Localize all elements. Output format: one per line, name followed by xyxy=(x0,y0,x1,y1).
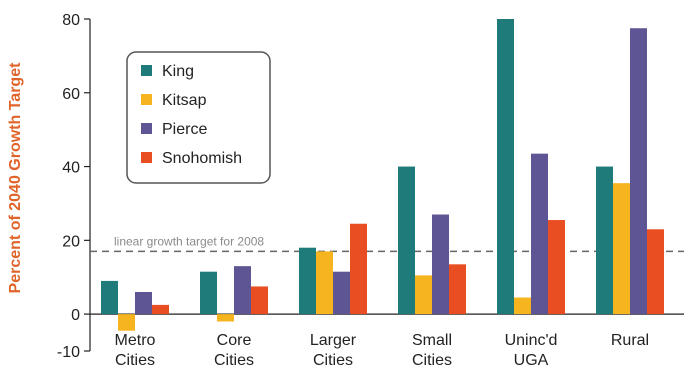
legend-label-kitsap: Kitsap xyxy=(162,92,207,109)
legend-swatch-kitsap xyxy=(141,94,152,105)
x-category-label: Cities xyxy=(214,352,254,369)
x-category-label: Small xyxy=(412,332,452,349)
bar-snohomish-5 xyxy=(647,229,664,315)
legend-label-snohomish: Snohomish xyxy=(162,150,242,167)
bar-king-0 xyxy=(101,280,118,315)
x-category-label: Rural xyxy=(611,332,649,349)
y-tick-label: 40 xyxy=(62,160,80,177)
reference-line-label: linear growth target for 2008 xyxy=(114,234,264,248)
legend: King Kitsap Pierce Snohomish xyxy=(126,51,271,184)
bar-kitsap-1 xyxy=(217,314,234,322)
bar-snohomish-0 xyxy=(152,304,169,315)
x-category-label: Uninc'd xyxy=(505,332,558,349)
bar-pierce-0 xyxy=(135,291,152,315)
legend-label-king: King xyxy=(162,63,194,80)
bar-pierce-2 xyxy=(333,271,350,315)
x-category-label: Larger xyxy=(310,332,357,349)
legend-swatch-snohomish xyxy=(141,152,152,163)
bar-pierce-1 xyxy=(234,266,251,315)
bar-snohomish-1 xyxy=(251,286,268,315)
legend-swatch-king xyxy=(141,65,152,76)
bar-kitsap-2 xyxy=(316,251,333,315)
bar-pierce-3 xyxy=(432,214,449,315)
bars xyxy=(101,19,664,331)
x-category-label: Cities xyxy=(115,352,155,369)
bar-pierce-5 xyxy=(630,28,647,315)
bar-king-2 xyxy=(299,247,316,315)
x-category-label: Core xyxy=(217,332,252,349)
legend-label-pierce: Pierce xyxy=(162,121,207,138)
bar-king-4 xyxy=(497,19,514,315)
bar-pierce-4 xyxy=(531,153,548,315)
axes: -10 0 20 40 60 80 Metro Cities Core Cities Larger C… xyxy=(57,12,684,369)
bar-snohomish-3 xyxy=(449,264,466,315)
y-tick-label: 80 xyxy=(62,12,80,29)
bar-snohomish-2 xyxy=(350,223,367,315)
reference-line-group: linear growth target for 2008 xyxy=(90,234,684,253)
x-category-label: Cities xyxy=(412,352,452,369)
y-tick-label: 0 xyxy=(71,307,80,324)
bar-kitsap-4 xyxy=(514,297,531,315)
x-category-label: UGA xyxy=(514,352,549,369)
y-tick-label: 20 xyxy=(62,233,80,250)
bar-snohomish-4 xyxy=(548,220,565,315)
bar-kitsap-3 xyxy=(415,275,432,315)
y-axis-label: Percent of 2040 Growth Target xyxy=(7,62,24,294)
x-category-label: Metro xyxy=(115,332,156,349)
y-tick-label: -10 xyxy=(57,344,80,361)
bar-kitsap-5 xyxy=(613,183,630,315)
y-tick-label: 60 xyxy=(62,86,80,103)
legend-swatch-pierce xyxy=(141,123,152,134)
bar-king-3 xyxy=(398,166,415,315)
bar-kitsap-0 xyxy=(118,314,135,331)
bar-king-1 xyxy=(200,271,217,315)
bar-king-5 xyxy=(596,166,613,315)
legend-box xyxy=(126,51,271,184)
x-category-label: Cities xyxy=(313,352,353,369)
